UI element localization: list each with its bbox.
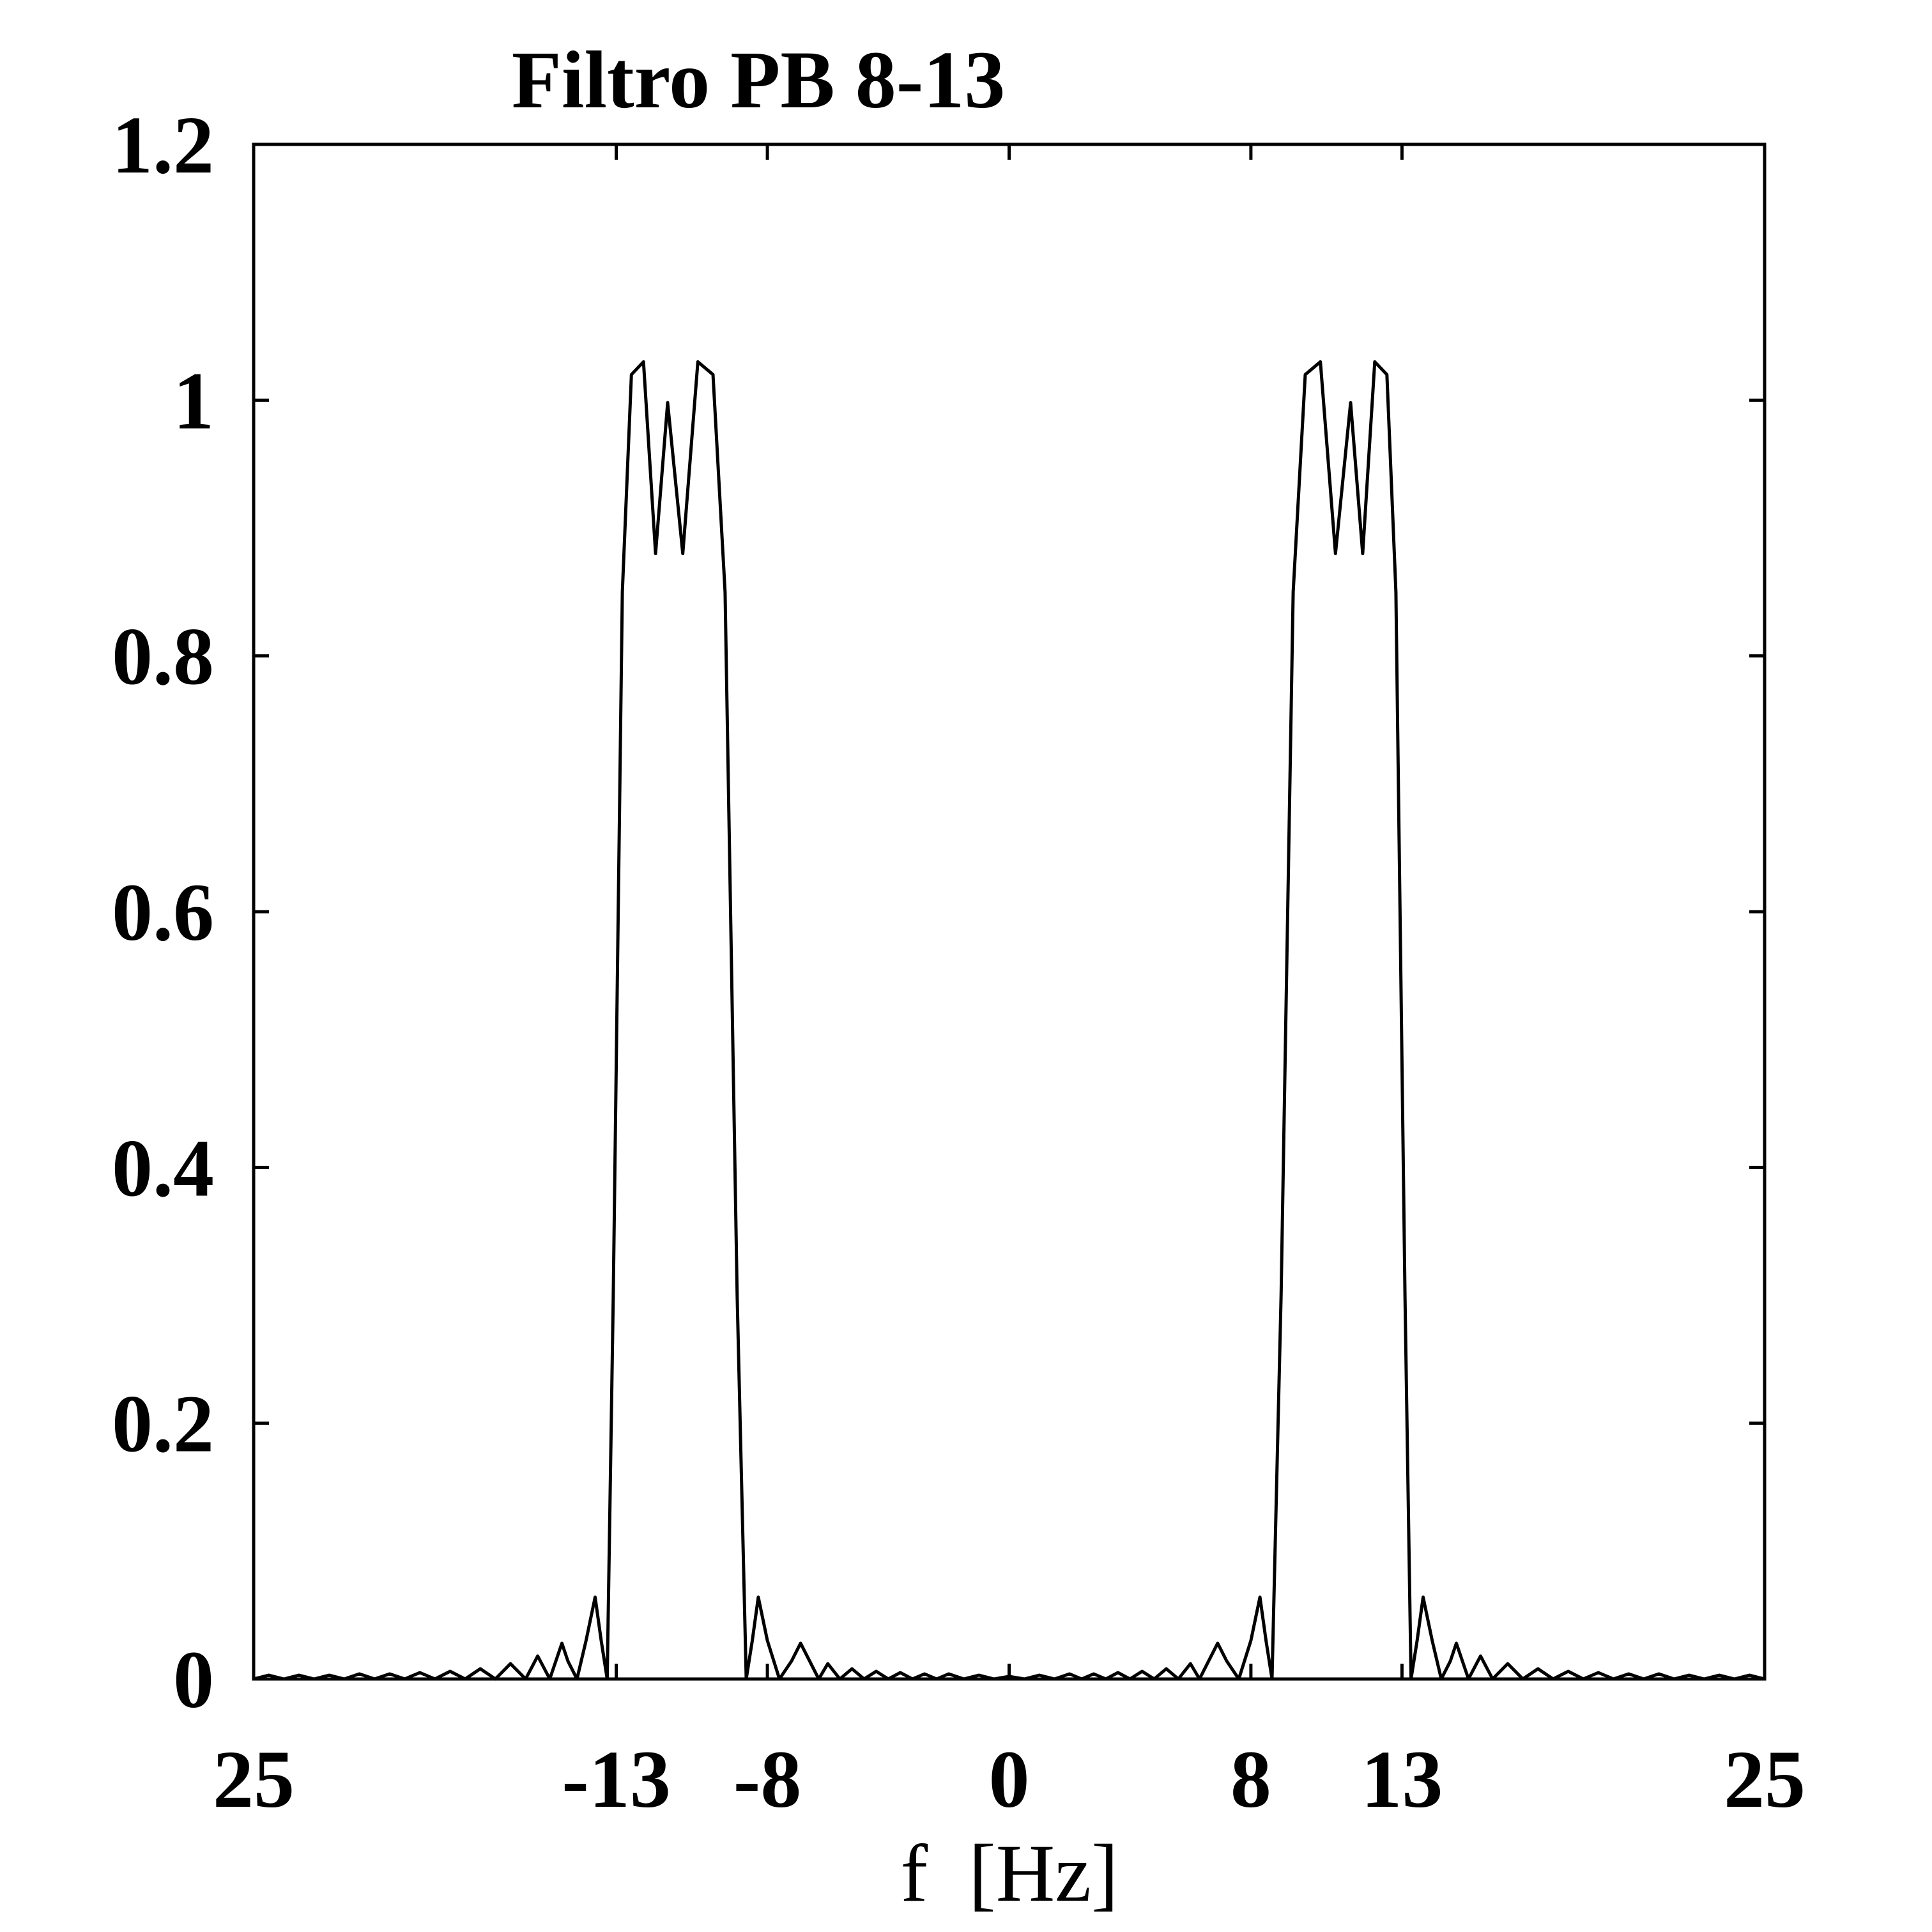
y-tick-label: 0.6 — [112, 867, 214, 958]
x-axis: 25 -13 -8 0 8 13 25 — [213, 144, 1805, 1825]
y-tick-label: 0.8 — [112, 611, 214, 702]
x-axis-label: f [Hz] — [900, 1828, 1118, 1919]
frequency-response-line — [253, 360, 1765, 1681]
y-tick-label: 1 — [173, 355, 214, 446]
x-tick-label: 0 — [989, 1734, 1030, 1825]
y-tick-label: 0.4 — [112, 1123, 214, 1213]
plot-frame — [252, 142, 1767, 1681]
y-tick-label: 0 — [173, 1634, 214, 1725]
x-tick-label: -8 — [733, 1734, 802, 1825]
y-axis: 0 0.2 0.4 0.6 0.8 1 1.2 — [112, 100, 1765, 1725]
y-tick-label: 1.2 — [112, 100, 214, 190]
x-tick-label: 25 — [213, 1734, 295, 1825]
x-tick-label: 25 — [1724, 1734, 1805, 1825]
x-tick-label: -13 — [562, 1734, 671, 1825]
x-tick-label: 8 — [1230, 1734, 1271, 1825]
chart-title: Filtro PB 8-13 — [512, 34, 1006, 125]
x-tick-label: 13 — [1361, 1734, 1443, 1825]
y-tick-label: 0.2 — [112, 1379, 214, 1469]
